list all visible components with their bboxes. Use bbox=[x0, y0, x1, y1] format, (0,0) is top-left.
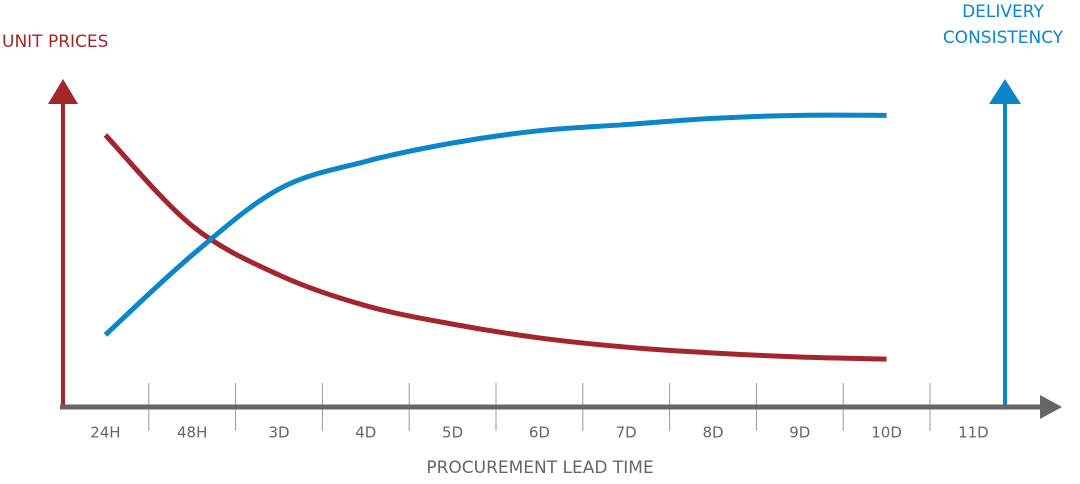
x-tick-label: 10D bbox=[871, 424, 902, 442]
x-tick-label: 8D bbox=[702, 424, 723, 442]
x-axis-arrow bbox=[1040, 395, 1062, 419]
x-tick-label: 9D bbox=[789, 424, 810, 442]
y-axis-title: UNIT PRICES bbox=[2, 32, 108, 52]
series-line bbox=[103, 133, 887, 362]
x-tick-label: 11D bbox=[958, 424, 989, 442]
x-tick-label: 24H bbox=[90, 424, 120, 442]
y-axis-arrow bbox=[48, 79, 78, 104]
y2-axis-title: DELIVERY CONSISTENCY bbox=[943, 2, 1064, 48]
x-tick-label: 5D bbox=[442, 424, 463, 442]
title-line: DELIVERY bbox=[962, 2, 1044, 22]
x-tick-label: 7D bbox=[616, 424, 637, 442]
x-axis-title: PROCUREMENT LEAD TIME bbox=[426, 458, 653, 478]
y2-axis-arrow bbox=[989, 79, 1021, 104]
title-line: CONSISTENCY bbox=[943, 28, 1064, 48]
x-tick-label: 6D bbox=[529, 424, 550, 442]
x-tick-label: 48H bbox=[177, 424, 207, 442]
x-tick-label: 4D bbox=[355, 424, 376, 442]
series-line bbox=[103, 112, 887, 337]
x-tick-label: 3D bbox=[268, 424, 289, 442]
